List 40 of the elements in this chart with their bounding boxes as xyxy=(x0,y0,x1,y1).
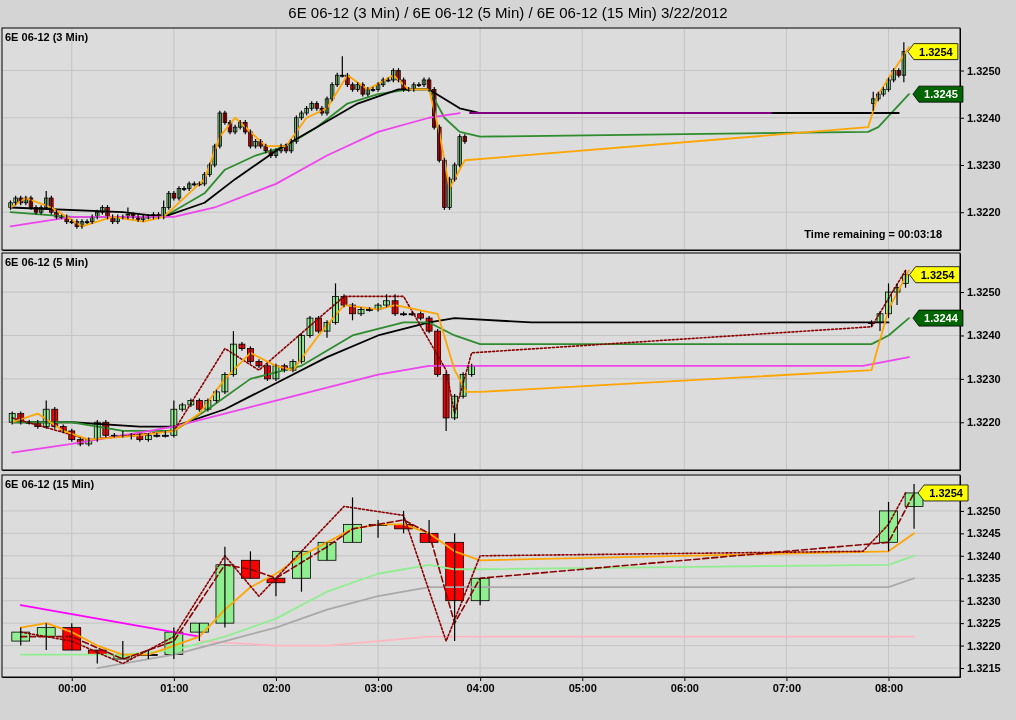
x-tick-label: 00:00 xyxy=(58,681,87,694)
line-series xyxy=(9,112,461,228)
chart-title: 6E 06-12 (3 Min) / 6E 06-12 (5 Min) / 6E 06-12 (15 Min) 3/22/2012 xyxy=(288,4,728,21)
annotation: 1.3254 xyxy=(919,45,954,58)
line-series xyxy=(11,356,910,454)
y-tick-label: 1.3230 xyxy=(967,159,1001,171)
y-tick-label: 1.3235 xyxy=(967,572,1001,585)
y-tick-label: 1.3240 xyxy=(967,549,1001,562)
annotation: 1.3245 xyxy=(924,88,958,101)
y-tick-label: 1.3230 xyxy=(967,372,1001,385)
annotation: 1.3254 xyxy=(929,486,964,499)
annotation: 1.3254 xyxy=(920,268,956,281)
line-series xyxy=(9,45,910,228)
y-tick-label: 1.3240 xyxy=(967,329,1001,342)
x-tick-label: 07:00 xyxy=(772,681,802,694)
x-tick-label: 01:00 xyxy=(160,681,189,694)
x-tick-label: 04:00 xyxy=(466,681,495,694)
y-tick-label: 1.3250 xyxy=(967,286,1001,299)
x-tick-label: 06:00 xyxy=(670,681,699,694)
y-tick-label: 1.3245 xyxy=(967,527,1001,540)
annotation: 1.3244 xyxy=(924,312,959,325)
y-tick-label: 1.3220 xyxy=(967,639,1001,652)
y-tick-label: 1.3220 xyxy=(967,206,1001,219)
x-tick-label: 05:00 xyxy=(568,681,597,694)
y-tick-label: 1.3220 xyxy=(967,416,1001,429)
y-tick-label: 1.3240 xyxy=(967,111,1001,124)
y-tick-label: 1.3250 xyxy=(967,64,1001,77)
y-tick-label: 1.3225 xyxy=(967,617,1001,630)
x-tick-label: 02:00 xyxy=(262,681,291,694)
chart-subtitle: 6E 06-12 (3 Min) xyxy=(5,31,89,43)
annotation: Time remaining = 00:03:18 xyxy=(804,228,942,240)
line-series xyxy=(96,577,915,669)
chart-title: 6E 06-12 (5 Min) xyxy=(5,256,89,268)
chart-title: 6E 06-12 (15 Min) xyxy=(5,478,95,490)
y-tick-label: 1.3250 xyxy=(967,504,1001,517)
y-tick-label: 1.3215 xyxy=(967,662,1001,675)
x-tick-label: 03:00 xyxy=(364,681,393,694)
x-tick-label: 08:00 xyxy=(874,681,904,694)
y-tick-label: 1.3230 xyxy=(967,594,1001,607)
candlestick xyxy=(241,550,260,579)
